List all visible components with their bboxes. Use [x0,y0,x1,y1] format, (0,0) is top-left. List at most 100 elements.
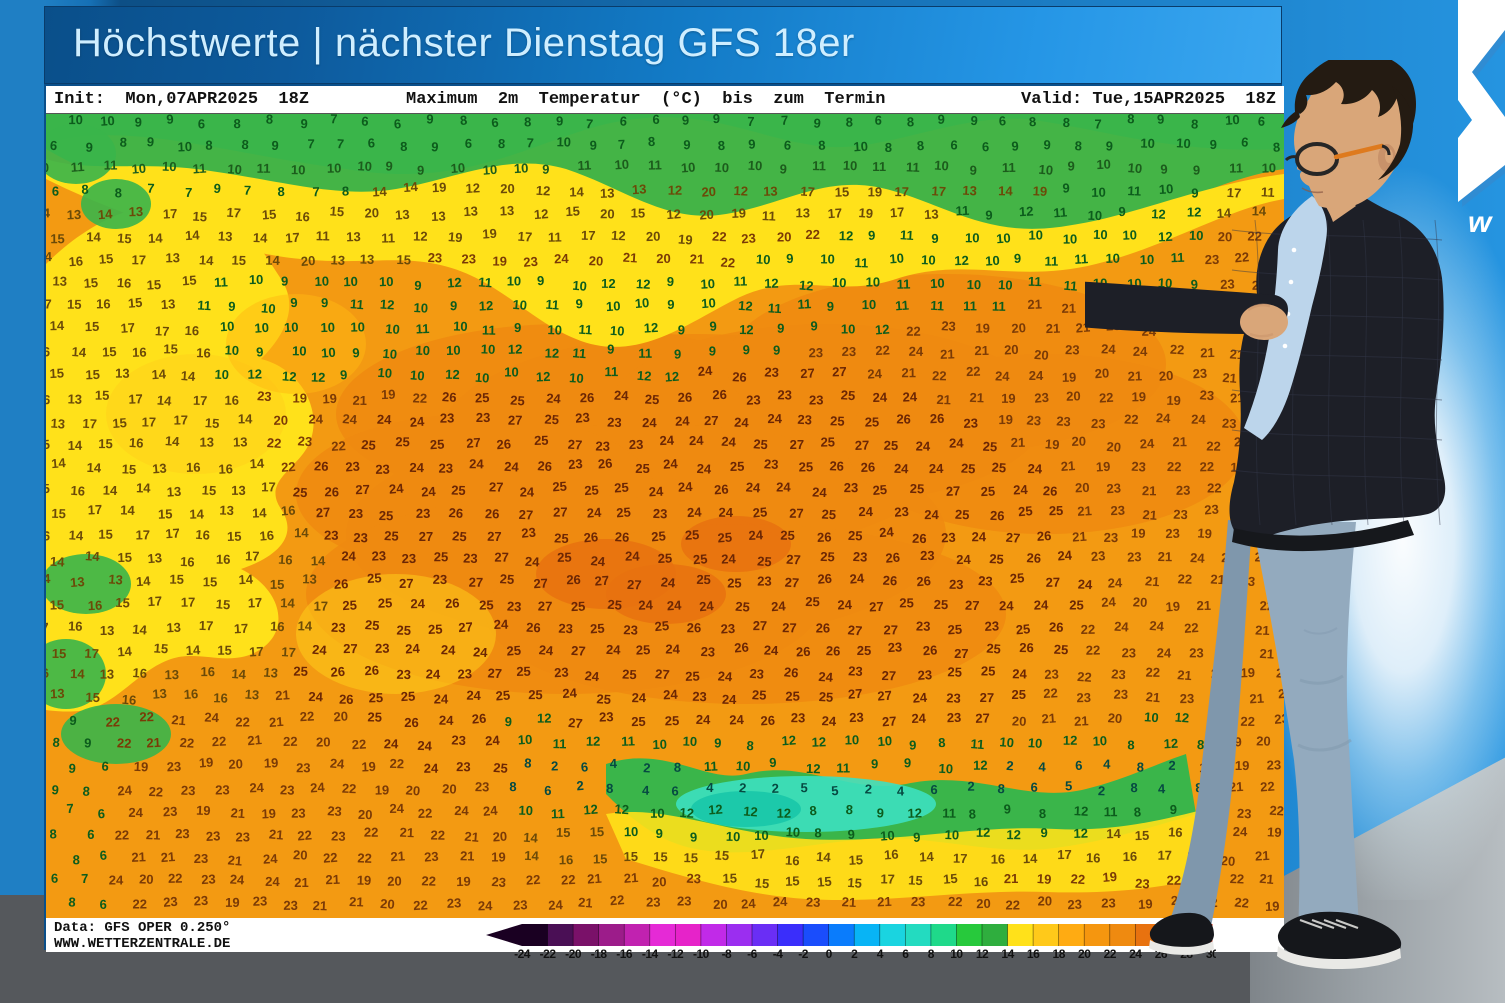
svg-text:19: 19 [975,320,990,335]
svg-text:14: 14 [189,506,205,521]
svg-text:20: 20 [656,251,671,266]
svg-text:22: 22 [281,459,296,475]
svg-text:17: 17 [880,871,895,886]
svg-text:9: 9 [1043,137,1051,152]
svg-text:9: 9 [868,228,876,243]
svg-text:9: 9 [743,342,750,357]
svg-text:6: 6 [491,115,499,131]
svg-text:10: 10 [350,319,365,334]
svg-text:6: 6 [652,114,659,127]
svg-text:10: 10 [862,297,877,312]
svg-text:24: 24 [642,415,657,430]
svg-text:2: 2 [576,778,584,794]
svg-text:9: 9 [786,251,794,266]
svg-text:24: 24 [909,344,924,359]
svg-text:20: 20 [1066,388,1081,403]
svg-text:25: 25 [696,572,711,587]
svg-text:20: 20 [333,709,348,725]
svg-text:16: 16 [785,853,800,869]
svg-text:9: 9 [909,737,917,752]
svg-text:16: 16 [213,690,228,705]
svg-text:19: 19 [1062,370,1077,385]
svg-text:27: 27 [571,643,586,659]
svg-text:9: 9 [779,161,787,176]
svg-text:25: 25 [934,597,949,612]
svg-text:12: 12 [708,801,724,817]
svg-text:24: 24 [128,805,143,820]
svg-text:25: 25 [840,387,855,403]
svg-text:16: 16 [1027,947,1040,961]
svg-text:13: 13 [219,503,234,519]
svg-text:23: 23 [331,620,346,636]
svg-text:8: 8 [119,135,127,150]
svg-text:11: 11 [836,761,850,776]
svg-text:15: 15 [631,205,646,220]
svg-text:15: 15 [215,596,231,612]
svg-text:27: 27 [965,598,980,613]
svg-text:10: 10 [475,370,490,386]
svg-text:24: 24 [999,598,1014,613]
svg-text:25: 25 [614,480,629,496]
svg-text:9: 9 [678,322,686,337]
svg-text:14: 14 [86,229,101,244]
svg-text:17: 17 [147,593,162,609]
svg-text:24: 24 [812,484,828,500]
svg-text:27: 27 [847,622,863,638]
svg-text:27: 27 [568,715,584,731]
svg-text:8: 8 [885,140,892,155]
svg-text:25: 25 [982,439,997,455]
svg-text:23: 23 [692,689,707,704]
svg-text:8: 8 [928,947,935,961]
svg-text:22: 22 [720,255,735,271]
svg-text:25: 25 [865,414,880,429]
svg-text:23: 23 [427,250,442,265]
svg-text:16: 16 [559,852,574,867]
svg-text:16: 16 [96,296,111,311]
svg-text:10: 10 [820,251,835,266]
svg-text:9: 9 [847,827,855,842]
svg-text:12: 12 [535,183,550,199]
svg-text:26: 26 [796,644,811,660]
svg-text:14: 14 [1023,851,1039,867]
svg-text:13: 13 [115,366,129,381]
svg-text:4: 4 [706,780,715,795]
svg-text:11: 11 [214,274,228,290]
svg-text:20: 20 [1004,342,1019,358]
svg-text:25: 25 [955,507,970,523]
svg-text:24: 24 [879,524,895,540]
svg-text:24: 24 [872,390,888,405]
svg-text:27: 27 [881,713,897,729]
svg-text:13: 13 [152,686,168,702]
svg-text:24: 24 [1013,482,1029,498]
svg-text:13: 13 [463,203,478,219]
svg-text:11: 11 [1063,278,1078,294]
svg-text:22: 22 [342,781,357,797]
svg-text:16: 16 [278,552,293,568]
svg-text:24: 24 [434,691,449,706]
svg-text:10: 10 [965,230,980,245]
svg-text:2: 2 [643,760,651,775]
svg-text:10: 10 [889,250,905,266]
svg-text:13: 13 [763,183,778,198]
svg-text:26: 26 [471,711,487,727]
svg-text:15: 15 [329,203,345,219]
svg-text:25: 25 [910,481,925,497]
svg-text:24: 24 [748,527,764,543]
svg-text:7: 7 [244,183,252,198]
svg-text:16: 16 [68,253,84,269]
svg-text:15: 15 [85,690,100,705]
svg-text:12: 12 [282,368,297,384]
svg-text:25: 25 [752,504,768,520]
svg-text:12: 12 [976,947,989,961]
svg-text:20: 20 [316,734,331,749]
svg-text:11: 11 [930,298,945,314]
svg-text:10: 10 [377,365,393,381]
svg-text:25: 25 [1069,597,1084,612]
svg-text:19: 19 [998,412,1013,427]
svg-text:10: 10 [327,160,342,175]
svg-text:8: 8 [277,184,285,199]
svg-text:9: 9 [537,273,545,288]
svg-text:12: 12 [478,298,493,314]
svg-text:24: 24 [894,461,910,477]
svg-text:24: 24 [648,484,664,500]
